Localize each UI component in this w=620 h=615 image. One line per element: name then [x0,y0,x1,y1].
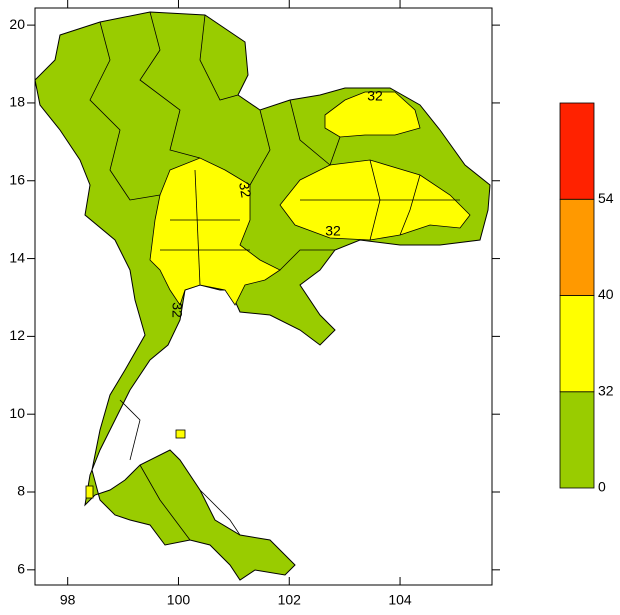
colorbar-segment [559,295,595,393]
province-line [139,464,191,541]
colorbar-segment [559,198,595,296]
x-tick-label: 100 [167,592,191,608]
y-tick-label: 20 [9,16,25,32]
contour-label: 32 [169,302,185,318]
land [34,11,491,581]
province-line [279,249,335,271]
colorbar-label: 32 [598,382,614,398]
y-tick-label: 16 [9,171,25,187]
area-north [324,91,421,138]
colorbar-segment [559,102,595,200]
x-tick-label: 102 [278,592,302,608]
region-base [34,11,491,581]
island [85,485,94,499]
y-tick-label: 14 [9,249,25,265]
y-tick-label: 8 [17,483,25,499]
x-tick-label: 98 [60,592,76,608]
y-tick-label: 18 [9,94,25,110]
contour-label: 32 [236,181,254,199]
contour-label: 32 [325,223,341,239]
colorbar-label: 0 [598,479,606,495]
province-line [119,399,141,461]
x-tick-label: 104 [388,592,412,608]
y-tick-label: 6 [17,561,25,577]
province-line [289,99,341,166]
province-line [194,169,201,286]
area-central [149,157,281,306]
contour-label: 32 [367,88,383,104]
province-line [199,14,239,101]
island [175,429,186,439]
province-line [89,21,161,201]
province-line [399,174,421,236]
colorbar-label: 40 [598,286,614,302]
province-line [249,109,271,186]
y-tick-label: 12 [9,327,25,343]
map-frame [34,7,493,586]
colorbar-segment [559,391,595,489]
province-line [199,489,241,536]
colorbar-label: 54 [598,190,614,206]
y-tick-label: 10 [9,405,25,421]
province-line [139,11,201,159]
